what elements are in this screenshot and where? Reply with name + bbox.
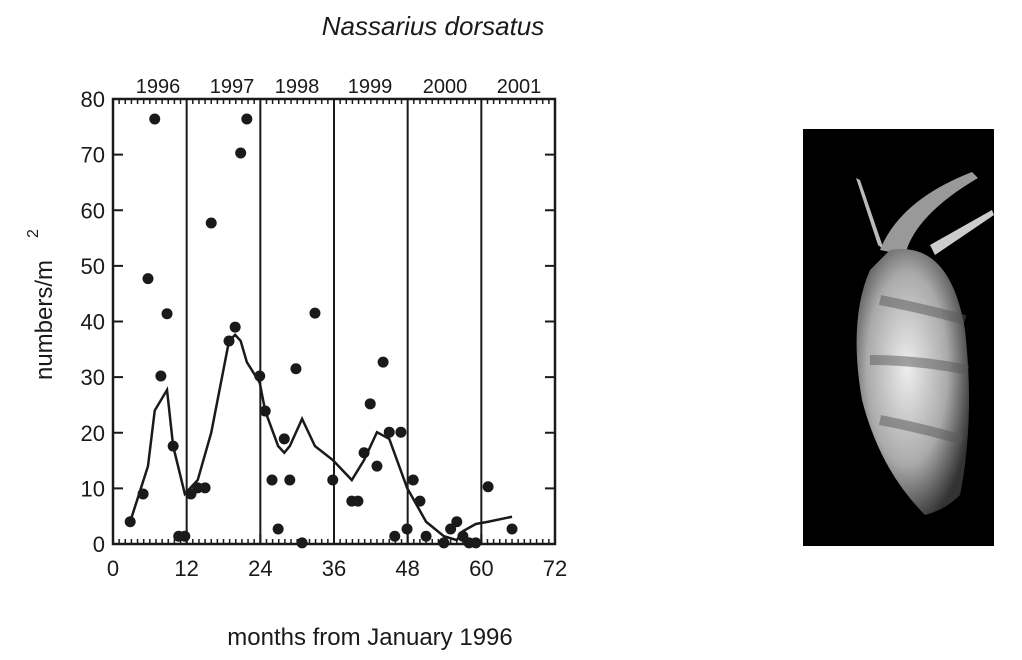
data-point (200, 482, 211, 493)
x-tick-label: 12 (174, 556, 198, 581)
y-tick-label: 0 (93, 532, 105, 557)
y-tick-label: 70 (81, 143, 105, 168)
data-point (384, 427, 395, 438)
data-point (507, 523, 518, 534)
y-tick-label: 20 (81, 421, 105, 446)
x-tick-label: 24 (248, 556, 272, 581)
data-point (297, 537, 308, 548)
x-tick-label: 0 (107, 556, 119, 581)
data-point (414, 496, 425, 507)
snail-photo (803, 129, 994, 546)
data-point (254, 371, 265, 382)
data-point (179, 531, 190, 542)
data-point (138, 488, 149, 499)
data-point (230, 322, 241, 333)
data-point (155, 371, 166, 382)
x-tick-label: 60 (469, 556, 493, 581)
data-point (224, 335, 235, 346)
data-point (451, 516, 462, 527)
x-tick-label: 36 (322, 556, 346, 581)
data-point (241, 114, 252, 125)
y-axis-superscript: 2 (25, 229, 42, 238)
data-point (365, 398, 376, 409)
year-label: 2001 (497, 76, 542, 98)
data-point (279, 433, 290, 444)
data-point (371, 461, 382, 472)
data-point (290, 363, 301, 374)
data-point (483, 481, 494, 492)
data-point (125, 516, 136, 527)
year-label: 1996 (136, 76, 181, 98)
y-axis-title: numbers/m 2 (25, 229, 58, 380)
data-point (359, 447, 370, 458)
data-point (309, 308, 320, 319)
data-point (438, 537, 449, 548)
data-point (266, 475, 277, 486)
data-point (389, 531, 400, 542)
y-axis-label: numbers/m (31, 260, 58, 380)
year-label: 2000 (423, 76, 468, 98)
data-point (235, 147, 246, 158)
chart: Nassarius dorsatus months from January 1… (0, 0, 1022, 655)
data-point (352, 496, 363, 507)
data-point (260, 406, 271, 417)
y-tick-label: 50 (81, 254, 105, 279)
year-label: 1997 (210, 76, 255, 98)
year-label: 1999 (348, 76, 393, 98)
data-point (470, 537, 481, 548)
chart-title: Nassarius dorsatus (322, 11, 545, 41)
data-point (378, 357, 389, 368)
x-axis-label: months from January 1996 (227, 624, 512, 651)
data-point (142, 273, 153, 284)
x-tick-label: 48 (395, 556, 419, 581)
data-point (273, 523, 284, 534)
data-point (421, 531, 432, 542)
data-point (206, 218, 217, 229)
data-point (408, 475, 419, 486)
y-tick-label: 80 (81, 87, 105, 112)
y-tick-label: 60 (81, 198, 105, 223)
data-point (395, 427, 406, 438)
data-point (284, 475, 295, 486)
data-point (402, 523, 413, 534)
y-tick-label: 10 (81, 476, 105, 501)
y-tick-label: 40 (81, 310, 105, 335)
data-point (149, 114, 160, 125)
y-tick-label: 30 (81, 365, 105, 390)
year-label: 1998 (275, 76, 320, 98)
data-point (162, 308, 173, 319)
x-tick-label: 72 (543, 556, 567, 581)
data-point (327, 475, 338, 486)
data-point (168, 441, 179, 452)
